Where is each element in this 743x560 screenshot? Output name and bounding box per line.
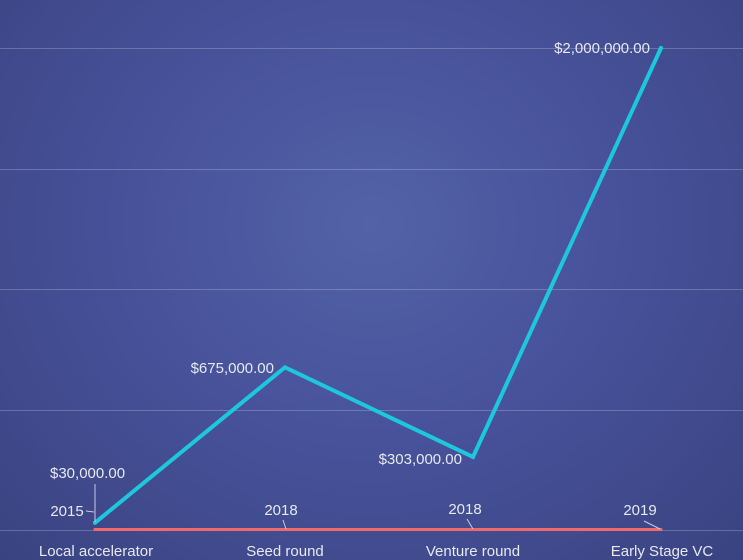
grid-layer [0,48,743,531]
data-point-amount [471,454,475,459]
series-line-amount [93,46,663,525]
data-point-amount [93,520,97,525]
x-tick-label: Early Stage VC [611,543,714,560]
label-leader [643,520,661,530]
data-label-year: 2018 [448,501,481,518]
data-point-year [471,528,475,532]
x-tick-label: Seed round [246,543,324,560]
label-leader [466,518,474,530]
label-leader [85,510,95,513]
data-label-year: 2018 [264,502,297,519]
tick-layer: Local accelerator Seed round Venture round… [39,543,714,560]
data-point-year [93,528,97,532]
data-label-amount: $303,000.00 [379,451,462,468]
data-label-year: 2019 [623,502,656,519]
data-label-year: 2015 [50,503,83,520]
data-label-amount: $30,000.00 [50,465,125,482]
data-label-amount: $675,000.00 [191,360,274,377]
data-point-amount [659,46,663,50]
label-leader [282,519,287,530]
data-label-amount: $2,000,000.00 [554,40,650,57]
series-layer [93,46,663,532]
data-point-year [659,528,663,532]
x-tick-label: Local accelerator [39,543,153,560]
x-tick-label: Venture round [426,543,520,560]
label-layer: $30,000.00 $675,000.00 $303,000.00 $2,000,0… [50,40,661,530]
data-point-amount [283,365,287,370]
